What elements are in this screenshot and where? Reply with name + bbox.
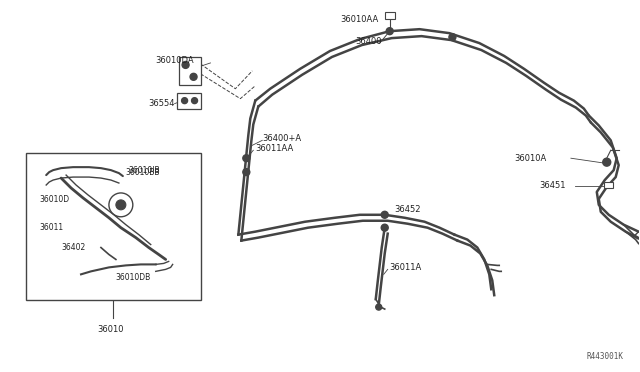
Circle shape: [243, 169, 250, 176]
Text: 36010: 36010: [97, 326, 124, 334]
Circle shape: [381, 224, 388, 231]
Circle shape: [72, 179, 80, 187]
Bar: [385, 12, 395, 19]
Circle shape: [182, 98, 188, 104]
Circle shape: [603, 158, 611, 166]
Bar: [26, 153, 200, 300]
Text: 36452: 36452: [395, 205, 421, 214]
Circle shape: [376, 304, 381, 310]
Circle shape: [191, 98, 198, 104]
Circle shape: [386, 28, 393, 35]
Text: 36011AA: 36011AA: [255, 144, 294, 153]
Text: 36010IB: 36010IB: [129, 166, 161, 174]
Circle shape: [381, 211, 388, 218]
Circle shape: [190, 73, 197, 80]
Text: 36554: 36554: [148, 99, 175, 108]
Bar: [604, 182, 613, 188]
Text: 36010AA: 36010AA: [340, 15, 378, 24]
Text: 36010A: 36010A: [514, 154, 547, 163]
Bar: [177, 93, 200, 109]
Text: 36400+A: 36400+A: [262, 134, 301, 143]
Text: 36010BB: 36010BB: [126, 168, 161, 177]
Circle shape: [116, 200, 126, 210]
Circle shape: [107, 273, 115, 281]
Text: 36451: 36451: [539, 180, 566, 189]
Text: 36400: 36400: [355, 36, 381, 46]
Circle shape: [117, 171, 125, 179]
Circle shape: [69, 224, 77, 232]
Circle shape: [449, 33, 456, 41]
Circle shape: [97, 250, 105, 259]
Text: R443001K: R443001K: [587, 352, 623, 361]
Text: 36010DB: 36010DB: [116, 273, 151, 282]
Circle shape: [182, 61, 189, 68]
Text: 36011: 36011: [39, 223, 63, 232]
Text: 36402: 36402: [61, 243, 85, 252]
Text: 36010DA: 36010DA: [156, 57, 195, 65]
Text: 36011A: 36011A: [390, 263, 422, 272]
Circle shape: [243, 155, 250, 162]
Bar: [179, 57, 200, 85]
Text: 36010D: 36010D: [39, 195, 69, 204]
